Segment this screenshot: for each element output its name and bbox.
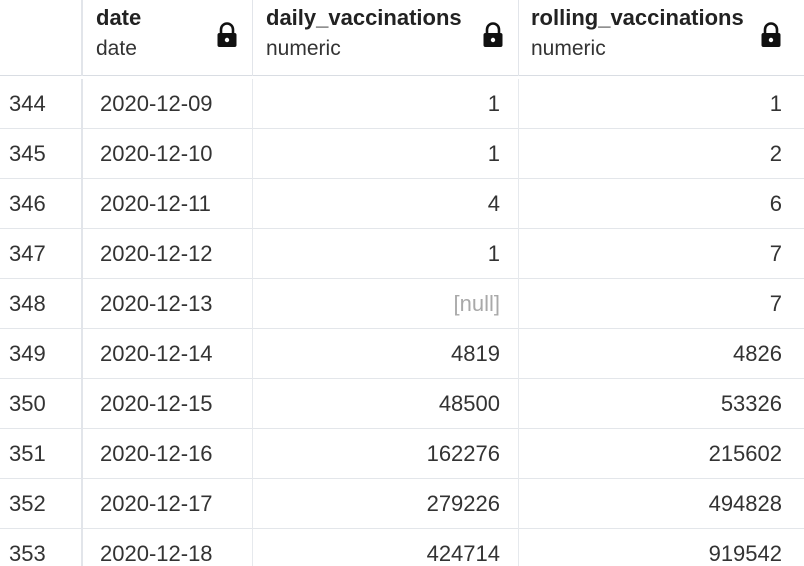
cell-rolling-vaccinations[interactable]: 6	[769, 191, 782, 216]
column-header-daily-vaccinations[interactable]: daily_vaccinations numeric	[253, 0, 519, 76]
cell-date[interactable]: 2020-12-12	[83, 229, 253, 279]
row-number-header[interactable]	[0, 0, 83, 76]
cell-rolling-vaccinations[interactable]: 53326	[720, 391, 782, 416]
cell-date[interactable]: 2020-12-15	[83, 379, 253, 429]
row-number[interactable]: 352	[0, 479, 83, 529]
cell-rolling-vaccinations[interactable]: 7	[769, 291, 782, 316]
cell-date[interactable]: 2020-12-16	[83, 429, 253, 479]
table-row[interactable]: 346 2020-12-11 4 6	[0, 179, 804, 229]
column-header-date[interactable]: date date	[83, 0, 253, 76]
cell-rolling-vaccinations[interactable]: 1	[769, 91, 782, 116]
cell-date[interactable]: 2020-12-11	[83, 179, 253, 229]
row-number[interactable]: 347	[0, 229, 83, 279]
grid-header: date date daily_vaccinations numeric rol…	[0, 0, 804, 76]
cell-daily-vaccinations[interactable]: 4819	[253, 329, 519, 379]
column-name: rolling_vaccinations	[531, 5, 744, 30]
cell-rolling-vaccinations[interactable]: 494828	[708, 491, 782, 516]
cell-date[interactable]: 2020-12-10	[83, 129, 253, 179]
column-type: date	[96, 37, 137, 60]
cell-date[interactable]: 2020-12-17	[83, 479, 253, 529]
cell-rolling-vaccinations[interactable]: 919542	[708, 541, 782, 566]
table-row[interactable]: 351 2020-12-16 162276 215602	[0, 429, 804, 479]
row-number[interactable]: 346	[0, 179, 83, 229]
cell-daily-vaccinations[interactable]: 1	[253, 229, 519, 279]
cell-daily-vaccinations[interactable]: 48500	[253, 379, 519, 429]
column-type: numeric	[531, 37, 606, 60]
cell-daily-vaccinations[interactable]: 162276	[253, 429, 519, 479]
cell-date[interactable]: 2020-12-09	[83, 79, 253, 129]
cell-daily-vaccinations-null[interactable]: [null]	[253, 279, 519, 329]
row-number[interactable]: 344	[0, 79, 83, 129]
row-number[interactable]: 351	[0, 429, 83, 479]
lock-icon	[217, 22, 237, 47]
cell-date[interactable]: 2020-12-14	[83, 329, 253, 379]
grid-body: 344 2020-12-09 1 1 345 2020-12-10 1 2 34…	[0, 79, 804, 566]
cell-rolling-vaccinations[interactable]: 7	[769, 241, 782, 266]
row-number[interactable]: 350	[0, 379, 83, 429]
column-type: numeric	[266, 37, 341, 60]
table-row[interactable]: 350 2020-12-15 48500 53326	[0, 379, 804, 429]
cell-rolling-vaccinations[interactable]: 215602	[708, 441, 782, 466]
row-number[interactable]: 353	[0, 529, 83, 566]
cell-rolling-vaccinations[interactable]: 4826	[733, 341, 782, 366]
row-number[interactable]: 345	[0, 129, 83, 179]
row-number[interactable]: 348	[0, 279, 83, 329]
table-row[interactable]: 352 2020-12-17 279226 494828	[0, 479, 804, 529]
table-row[interactable]: 353 2020-12-18 424714 919542	[0, 529, 804, 566]
cell-rolling-vaccinations[interactable]: 2	[769, 141, 782, 166]
lock-icon	[761, 22, 781, 47]
cell-date[interactable]: 2020-12-13	[83, 279, 253, 329]
table-row[interactable]: 344 2020-12-09 1 1	[0, 79, 804, 129]
cell-daily-vaccinations[interactable]: 424714	[253, 529, 519, 566]
table-row[interactable]: 349 2020-12-14 4819 4826	[0, 329, 804, 379]
lock-icon	[483, 22, 503, 47]
cell-daily-vaccinations[interactable]: 1	[253, 79, 519, 129]
column-name: date	[96, 5, 142, 30]
column-name: daily_vaccinations	[266, 5, 462, 30]
cell-daily-vaccinations[interactable]: 4	[253, 179, 519, 229]
row-number[interactable]: 349	[0, 329, 83, 379]
table-row[interactable]: 347 2020-12-12 1 7	[0, 229, 804, 279]
cell-date[interactable]: 2020-12-18	[83, 529, 253, 566]
column-header-rolling-vaccinations[interactable]: rolling_vaccinations numeric	[519, 0, 804, 76]
cell-daily-vaccinations[interactable]: 1	[253, 129, 519, 179]
table-row[interactable]: 345 2020-12-10 1 2	[0, 129, 804, 179]
table-row[interactable]: 348 2020-12-13 [null] 7	[0, 279, 804, 329]
cell-daily-vaccinations[interactable]: 279226	[253, 479, 519, 529]
